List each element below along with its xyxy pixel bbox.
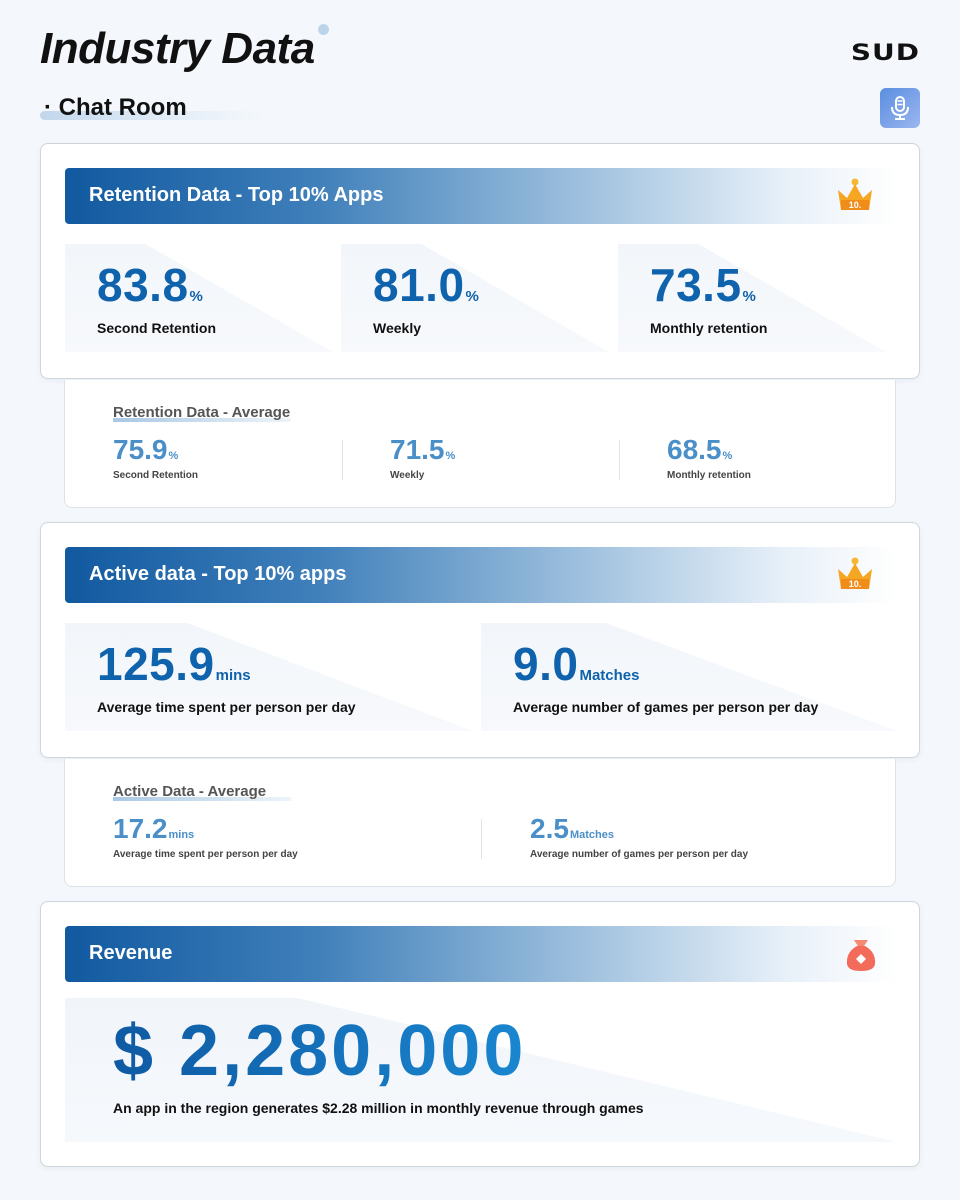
- page-title: Industry Data: [40, 24, 315, 73]
- stat-value: 125.9mins: [97, 638, 251, 690]
- active-average-stat: 2.5Matches Average number of games per p…: [530, 813, 748, 860]
- avg-stat-label: Monthly retention: [667, 470, 751, 481]
- revenue-banner: Revenue: [65, 926, 897, 982]
- active-average-stat: 17.2mins Average time spent per person p…: [113, 813, 298, 860]
- retention-average-stat: 75.9% Second Retention: [113, 434, 198, 481]
- active-top-card: Active data - Top 10% apps 10. 125.9mins…: [40, 522, 920, 758]
- brand-logo: SUD: [850, 39, 920, 66]
- crown-icon: 10.: [838, 178, 872, 210]
- crown-badge-text: 10.: [849, 579, 862, 589]
- retention-average-card: Retention Data - Average 75.9% Second Re…: [64, 380, 896, 508]
- retention-top-stat: 81.0% Weekly: [341, 244, 609, 352]
- stat-value: 9.0Matches: [513, 638, 640, 690]
- avg-stat-value: 2.5Matches: [530, 813, 614, 844]
- stat-value: 83.8%: [97, 259, 203, 311]
- retention-average-stat: 71.5% Weekly: [390, 434, 455, 481]
- avg-title-underline: [113, 418, 291, 422]
- active-top-stat: 9.0Matches Average number of games per p…: [481, 623, 897, 731]
- divider: [619, 440, 620, 480]
- stat-label: Weekly: [373, 320, 421, 336]
- retention-top-card: Retention Data - Top 10% Apps 10. 83.8% …: [40, 143, 920, 379]
- money-bag-icon: [846, 940, 876, 971]
- revenue-title: Revenue: [89, 942, 173, 964]
- crown-icon: 10.: [838, 557, 872, 589]
- active-average-card: Active Data - Average 17.2mins Average t…: [64, 759, 896, 887]
- active-top-banner: Active data - Top 10% apps 10.: [65, 547, 897, 603]
- stat-value: 81.0%: [373, 259, 479, 311]
- microphone-icon: [891, 96, 909, 120]
- stat-label: Average time spent per person per day: [97, 699, 356, 715]
- retention-average-title: Retention Data - Average: [113, 404, 291, 421]
- divider: [481, 819, 482, 859]
- crown-badge-text: 10.: [849, 200, 862, 210]
- active-top-title: Active data - Top 10% apps: [89, 563, 347, 585]
- stat-label: Monthly retention: [650, 320, 768, 336]
- retention-average-stat: 68.5% Monthly retention: [667, 434, 751, 481]
- avg-stat-label: Second Retention: [113, 470, 199, 481]
- retention-top-title: Retention Data - Top 10% Apps: [89, 184, 384, 206]
- avg-stat-label: Weekly: [390, 470, 425, 481]
- avg-stat-value: 71.5%: [390, 434, 456, 465]
- avg-stat-label: Average number of games per person per d…: [530, 849, 749, 860]
- microphone-button[interactable]: [880, 88, 920, 128]
- title-dot-decoration: [318, 24, 329, 35]
- retention-top-stat: 73.5% Monthly retention: [618, 244, 886, 352]
- active-average-title: Active Data - Average: [113, 783, 267, 800]
- active-top-stat: 125.9mins Average time spent per person …: [65, 623, 473, 731]
- avg-title-underline: [113, 797, 291, 801]
- stat-value: 73.5%: [650, 259, 756, 311]
- stat-label: Average number of games per person per d…: [513, 699, 819, 715]
- section-subtitle: · Chat Room: [40, 92, 270, 122]
- avg-stat-value: 75.9%: [113, 434, 179, 465]
- avg-stat-value: 68.5%: [667, 434, 733, 465]
- revenue-card: Revenue $ 2,280,000 An app in the region…: [40, 901, 920, 1167]
- divider: [342, 440, 343, 480]
- revenue-value: $ 2,280,000: [113, 1011, 527, 1091]
- retention-top-stat: 83.8% Second Retention: [65, 244, 333, 352]
- revenue-label: An app in the region generates $2.28 mil…: [113, 1100, 644, 1116]
- subtitle-underline: [40, 111, 265, 120]
- stat-label: Second Retention: [97, 320, 217, 336]
- retention-top-banner: Retention Data - Top 10% Apps 10.: [65, 168, 897, 224]
- subtitle-text: · Chat Room: [44, 94, 187, 121]
- avg-stat-value: 17.2mins: [113, 813, 195, 844]
- avg-stat-label: Average time spent per person per day: [113, 849, 298, 860]
